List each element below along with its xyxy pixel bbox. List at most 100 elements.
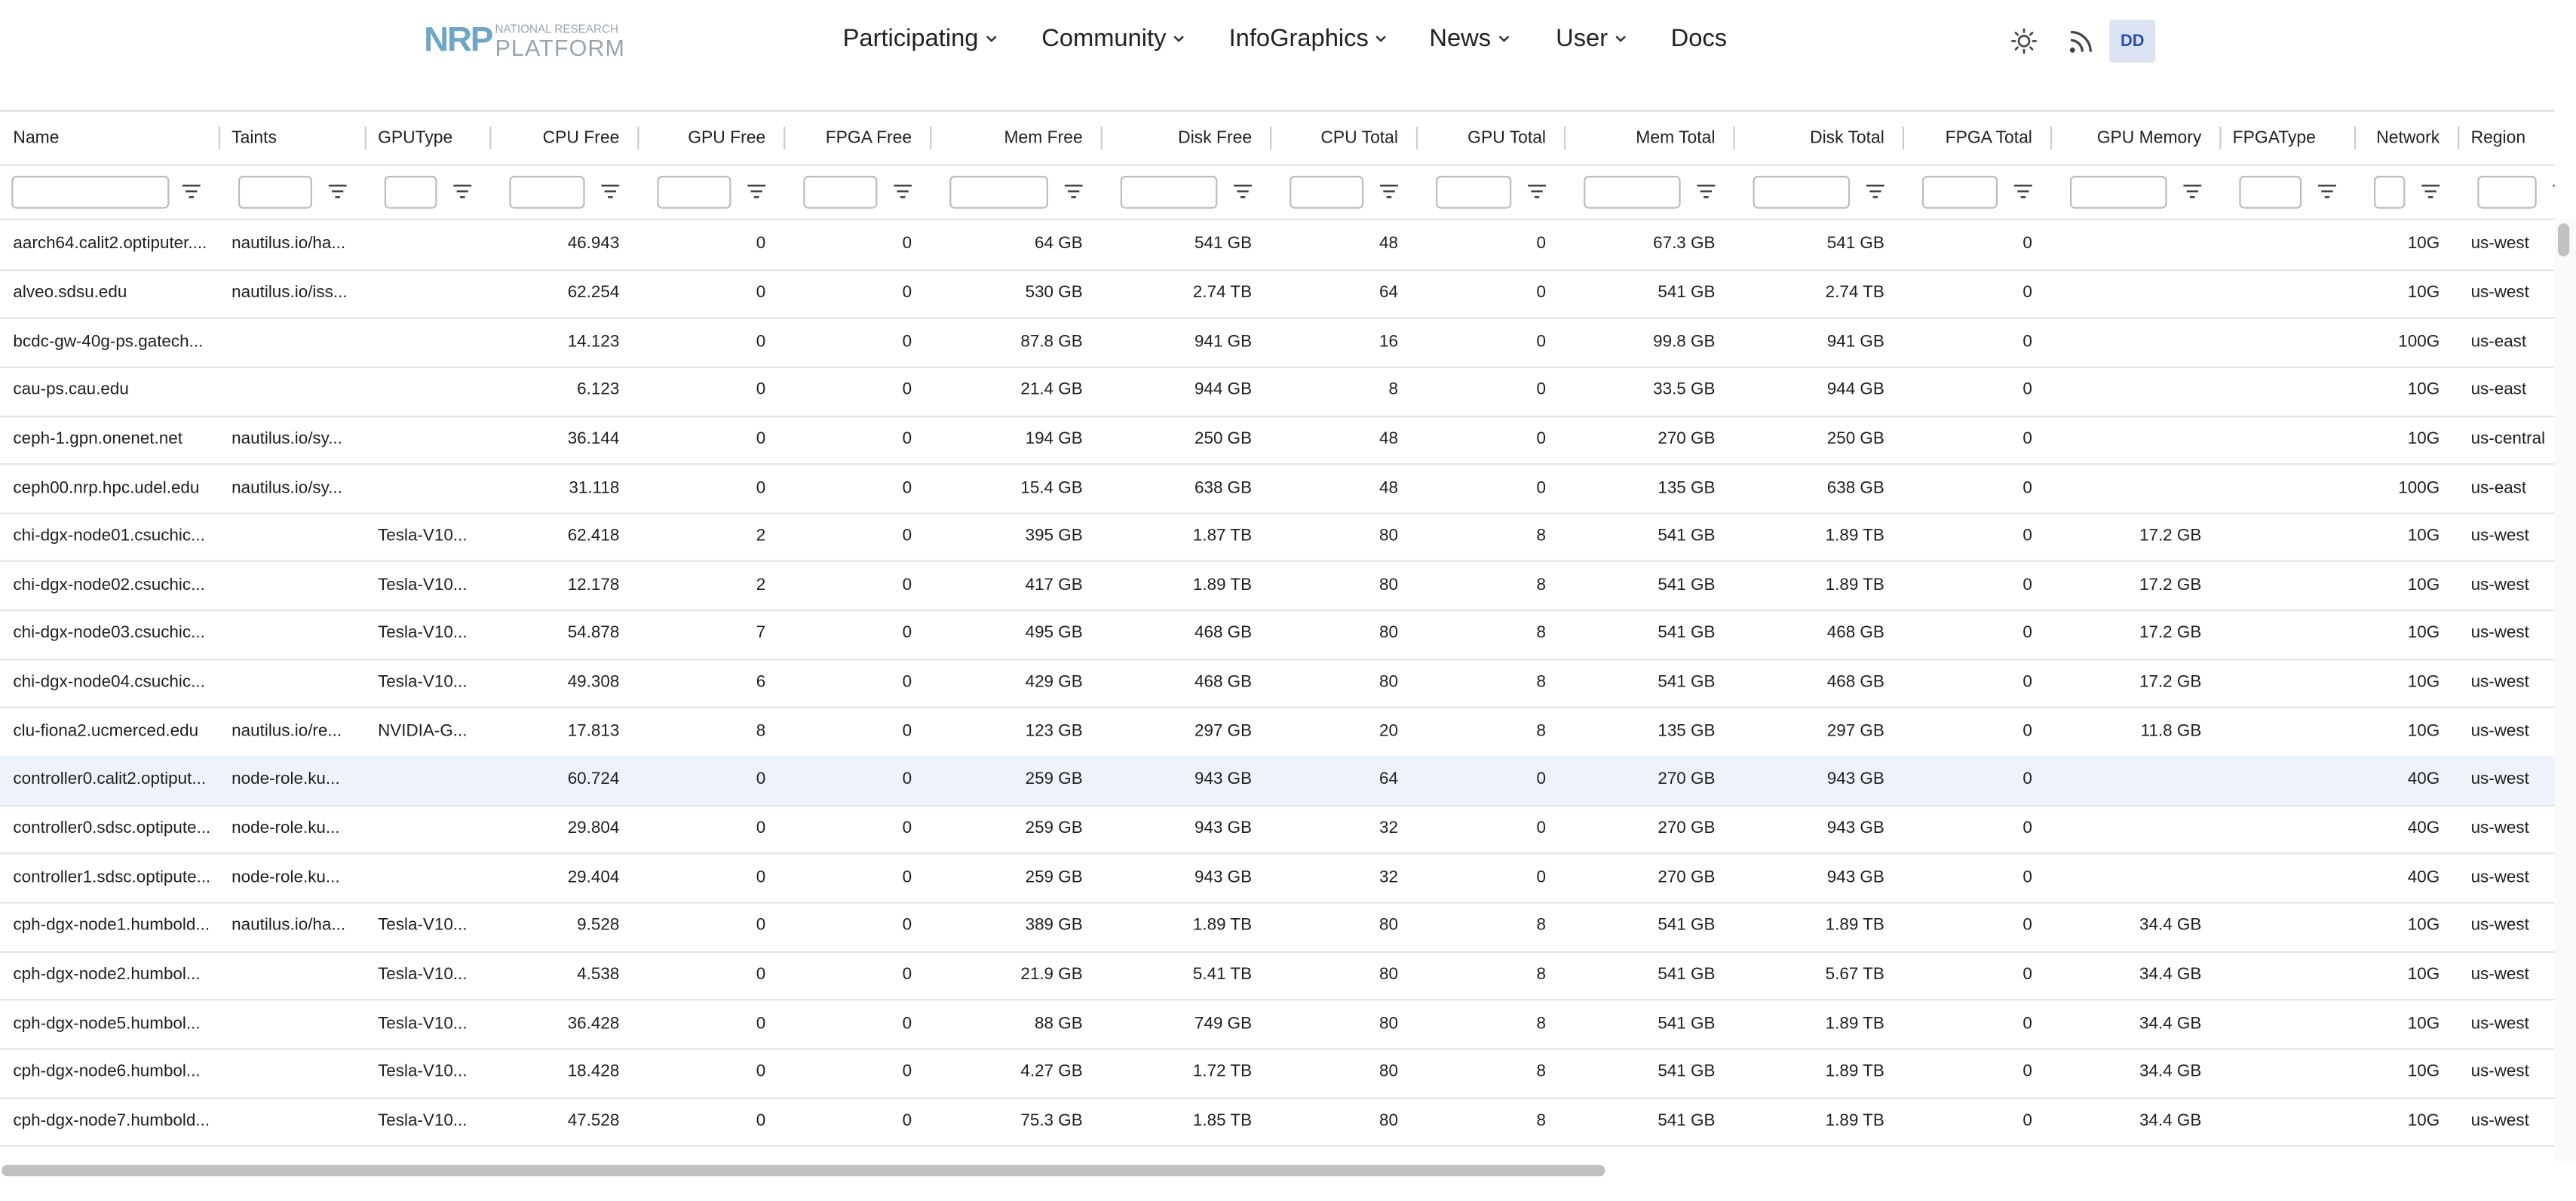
filter-icon[interactable] [1064, 184, 1083, 199]
table-row[interactable]: controller0.sdsc.optipute... node-role.ku… [0, 805, 2555, 855]
filter-icon[interactable] [1234, 184, 1253, 199]
logo[interactable]: NRP NATIONAL RESEARCH PLATFORM [424, 21, 625, 59]
table-cell: 80 [1378, 1112, 1398, 1131]
column-header[interactable]: Name [13, 127, 60, 149]
table-cell: 4.27 GB [1020, 1063, 1083, 1082]
filter-icon[interactable] [1697, 184, 1716, 199]
filter-input[interactable] [657, 176, 731, 209]
table-cell: 541 GB [1658, 1063, 1716, 1082]
table-cell: 5.67 TB [1825, 966, 1884, 984]
column-header[interactable]: GPU Free [688, 127, 766, 149]
table-row[interactable]: bcdc-gw-40g-ps.gatech... 14.123 0 0 87.8 GB 9… [0, 318, 2555, 368]
filter-icon[interactable] [894, 184, 912, 199]
column-header[interactable]: Region [2470, 127, 2526, 149]
table-row[interactable]: cph-dgx-node2.humbol... Tesla-V10... 4.538… [0, 951, 2555, 1002]
column-header[interactable]: Disk Total [1810, 127, 1884, 149]
table-row[interactable]: chi-dgx-node01.csuchic... Tesla-V10... 62.… [0, 512, 2555, 563]
scroll-thumb[interactable] [2, 1165, 1605, 1177]
column-header[interactable]: GPU Total [1467, 127, 1547, 149]
filter-input[interactable] [2477, 176, 2537, 209]
nav-item[interactable]: InfoGraphics [1229, 25, 1388, 53]
filter-icon[interactable] [2421, 184, 2440, 199]
column-header[interactable]: Disk Free [1178, 127, 1253, 149]
filter-input[interactable] [1921, 176, 1998, 209]
column-header[interactable]: Network [2376, 127, 2440, 149]
table-row[interactable]: cph-dgx-node6.humbol... Tesla-V10... 18.42… [0, 1049, 2555, 1099]
table-row[interactable]: controller1.sdsc.optipute... node-role.ku… [0, 853, 2555, 904]
column-header[interactable]: GPU Memory [2096, 127, 2202, 149]
filter-icon[interactable] [2183, 184, 2202, 199]
table-row[interactable]: controller0.calit2.optiput... node-role.k… [0, 756, 2555, 806]
filter-icon[interactable] [2013, 184, 2032, 199]
table-row[interactable]: chi-dgx-node03.csuchic... Tesla-V10... 54.… [0, 610, 2555, 660]
table-row[interactable]: alveo.sdsu.edu nautilus.io/iss... 62.254 0 0… [0, 269, 2555, 320]
theme-toggle[interactable] [2011, 28, 2038, 54]
filter-input[interactable] [1753, 176, 1851, 209]
filter-input[interactable] [509, 176, 585, 209]
nav-item[interactable]: News [1429, 25, 1510, 53]
filter-icon[interactable] [2553, 184, 2555, 199]
table-row[interactable]: clu-fiona2.ucmerced.edu nautilus.io/re...… [0, 708, 2555, 758]
table-row[interactable]: cph-dgx-node7.humbold... Tesla-V10... 47.5… [0, 1097, 2555, 1147]
column-header[interactable]: FPGAType [2232, 127, 2316, 149]
table-cell: 0 [756, 430, 766, 449]
filter-input[interactable] [1290, 176, 1364, 209]
table-cell: 0 [902, 576, 912, 595]
filter-icon[interactable] [1379, 184, 1398, 199]
table-row[interactable]: cph-dgx-node5.humbol... Tesla-V10... 36.42… [0, 1000, 2555, 1050]
table-cell: us-east [2470, 381, 2527, 400]
filter-input[interactable] [1120, 176, 1218, 209]
table-row[interactable]: aarch64.calit2.optiputer.... nautilus.io/… [0, 220, 2555, 271]
filter-icon[interactable] [182, 184, 201, 199]
rss-icon[interactable] [2068, 28, 2095, 54]
table-cell: 6.123 [577, 381, 620, 400]
filter-input[interactable] [2374, 176, 2406, 209]
filter-input[interactable] [803, 176, 878, 209]
nav-item[interactable]: Participating [843, 25, 998, 53]
filter-input[interactable] [1584, 176, 1681, 209]
table-cell: 468 GB [1826, 625, 1884, 644]
filter-input[interactable] [238, 176, 312, 209]
horizontal-scrollbar[interactable] [0, 1162, 2555, 1178]
filter-input[interactable] [949, 176, 1048, 209]
column-header[interactable]: Mem Total [1636, 127, 1716, 149]
filter-icon[interactable] [2317, 184, 2336, 199]
filter-input[interactable] [2239, 176, 2302, 209]
filter-input[interactable] [2069, 176, 2167, 209]
table-row[interactable]: chi-dgx-node02.csuchic... Tesla-V10... 12.… [0, 561, 2555, 612]
table-cell: 8 [1388, 381, 1398, 400]
table-cell: 541 GB [1658, 966, 1716, 984]
column-header[interactable]: FPGA Total [1945, 127, 2032, 149]
filter-input[interactable] [11, 176, 170, 209]
vertical-scrollbar[interactable] [2554, 218, 2576, 1162]
table-cell: us-west [2470, 1015, 2529, 1034]
scroll-thumb[interactable] [2558, 223, 2570, 256]
column-header[interactable]: CPU Free [542, 127, 620, 149]
table-row[interactable]: ceph00.nrp.hpc.udel.edu nautilus.io/sy...… [0, 464, 2555, 514]
table-row[interactable]: cph-dgx-node1.humbold... nautilus.io/ha..… [0, 902, 2555, 953]
filter-icon[interactable] [747, 184, 766, 199]
filter-input[interactable] [384, 176, 437, 209]
table-row[interactable]: cau-ps.cau.edu 6.123 0 0 21.4 GB 944 GB 8 0 33.5… [0, 367, 2555, 417]
column-header[interactable]: Taints [232, 127, 277, 149]
filter-icon[interactable] [601, 184, 620, 199]
filter-icon[interactable] [1528, 184, 1547, 199]
column-header[interactable]: GPUType [378, 127, 453, 149]
table-cell: 0 [902, 430, 912, 449]
table-cell: 1.87 TB [1192, 527, 1253, 546]
column-header[interactable]: Mem Free [1004, 127, 1083, 149]
nav-item[interactable]: User [1556, 25, 1627, 53]
table-row[interactable]: ceph-1.gpn.onenet.net nautilus.io/sy... 36… [0, 415, 2555, 465]
table-cell: 10G [2407, 576, 2440, 595]
filter-input[interactable] [1436, 176, 1512, 209]
column-header[interactable]: CPU Total [1320, 127, 1398, 149]
table-row[interactable]: chi-dgx-node04.csuchic... Tesla-V10... 49.… [0, 659, 2555, 709]
nav-item[interactable]: Docs [1671, 25, 1727, 53]
user-badge[interactable]: DD [2109, 20, 2156, 63]
nav-item[interactable]: Community [1041, 25, 1185, 53]
filter-icon[interactable] [1866, 184, 1884, 199]
column-header[interactable]: FPGA Free [825, 127, 912, 149]
filter-icon[interactable] [328, 184, 347, 199]
filter-icon[interactable] [453, 184, 472, 199]
table-cell: controller1.sdsc.optipute... [13, 868, 211, 887]
